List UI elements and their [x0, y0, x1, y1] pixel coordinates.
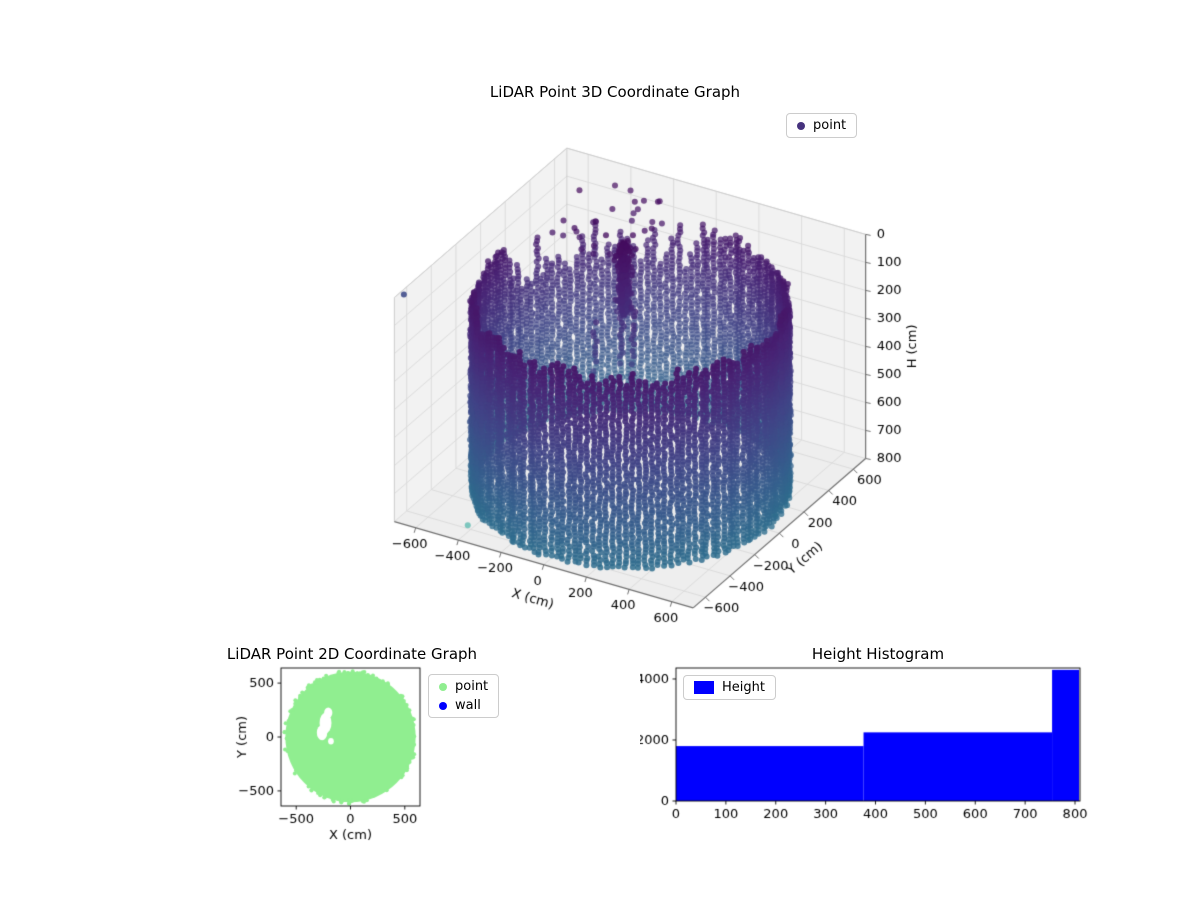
hist-legend: Height	[683, 675, 776, 700]
legend-label: Height	[722, 680, 765, 695]
legend-label: point	[813, 118, 847, 133]
plot2d-legend: point wall	[428, 674, 500, 718]
legend-item-height: Height	[694, 680, 765, 695]
plot3d-title: LiDAR Point 3D Coordinate Graph	[489, 83, 741, 101]
height-patch-icon	[694, 681, 714, 694]
point-marker-icon	[439, 682, 447, 691]
wall-marker-icon	[439, 701, 447, 710]
legend-item-point-2d: point	[439, 679, 488, 694]
plot3d-legend: point	[786, 113, 858, 138]
legend-item-point-3d: point	[797, 118, 846, 133]
point-marker-icon	[797, 121, 805, 130]
legend-item-wall-2d: wall	[439, 698, 488, 713]
legend-label: wall	[455, 698, 481, 713]
plot3d-canvas	[300, 130, 960, 650]
legend-label: point	[455, 679, 489, 694]
